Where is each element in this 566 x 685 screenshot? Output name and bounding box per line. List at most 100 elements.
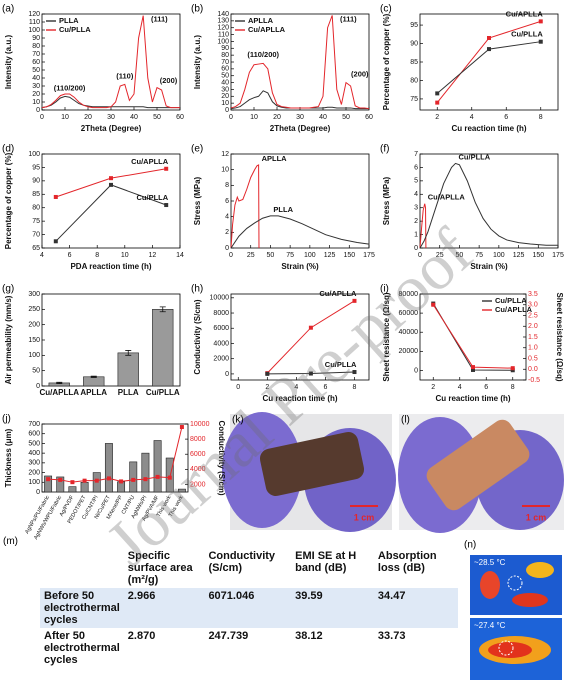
cell: 6071.046 bbox=[204, 588, 292, 628]
x-tick-label: 175 bbox=[363, 252, 375, 259]
data-point bbox=[265, 371, 270, 376]
series-line bbox=[432, 304, 513, 369]
results-table: Specific surface area (m²/g) Conductivit… bbox=[40, 548, 458, 668]
x-tick-label: 30 bbox=[296, 114, 304, 121]
x-tick-label: 0 bbox=[229, 252, 233, 259]
y-tick-label: 10 bbox=[221, 167, 229, 174]
chart-panel: (d) 65 70 75 80 85 90 95 100 4 6 8 10 12 14 PDA reactio… bbox=[2, 144, 184, 271]
data-point bbox=[164, 166, 169, 171]
x-tick-label: 6 bbox=[484, 384, 488, 391]
header-cell: EMI SE at H band (dB) bbox=[295, 550, 357, 574]
x-tick-label: 50 bbox=[342, 114, 350, 121]
y-tick-label: 8 bbox=[225, 182, 229, 189]
x-tick-label: 4 bbox=[470, 114, 474, 121]
data-point bbox=[471, 365, 475, 370]
peak-annotation: (110) bbox=[116, 71, 134, 80]
temperature: ~27.4 °C bbox=[474, 621, 506, 630]
legend-label: PLLA bbox=[59, 16, 79, 25]
y-tick-label: 10000 bbox=[210, 295, 230, 302]
y-tick-label: 10 bbox=[221, 100, 229, 107]
y-tick-label: 0 bbox=[225, 371, 229, 378]
x-tick-label: 4 bbox=[40, 252, 44, 259]
bar bbox=[141, 452, 150, 493]
series-line bbox=[230, 90, 369, 110]
data-point bbox=[58, 477, 63, 482]
y-tick-label: 60 bbox=[32, 59, 40, 66]
data-point bbox=[106, 476, 111, 481]
x-axis-label: 2Theta (Degree) bbox=[270, 124, 331, 133]
data-point bbox=[510, 368, 515, 373]
y-tick-label: 8000 bbox=[213, 310, 229, 317]
y-axis-label: Conductivity (S/cm) bbox=[193, 299, 202, 374]
data-point bbox=[352, 370, 357, 375]
y-tick-label: 75 bbox=[32, 218, 40, 225]
x-tick-label: 75 bbox=[475, 252, 483, 259]
data-point bbox=[431, 302, 436, 307]
y-tick-label: 100 bbox=[28, 151, 40, 158]
y-tick-label: 4 bbox=[225, 214, 229, 221]
y-axis-label: Intensity (a.u.) bbox=[4, 35, 13, 90]
x-tick-label: APLLA bbox=[80, 388, 107, 397]
hot-spot bbox=[512, 593, 548, 607]
panel-label: (f) bbox=[380, 144, 389, 155]
hot-spot bbox=[488, 642, 532, 658]
bar bbox=[129, 461, 138, 493]
data-point bbox=[109, 176, 113, 181]
y-tick-label: 130 bbox=[217, 18, 229, 25]
x-tick-label: 25 bbox=[436, 252, 444, 259]
y-tick-label: 4 bbox=[414, 191, 418, 198]
y-tick-label: 90 bbox=[221, 45, 229, 52]
bar bbox=[44, 475, 53, 493]
y-axis-label: Stress (MPa) bbox=[193, 176, 202, 225]
y-tick-label: 40 bbox=[32, 75, 40, 82]
x-tick-label: 50 bbox=[456, 252, 464, 259]
x-axis-label: Strain (%) bbox=[470, 262, 508, 271]
x-tick-label: 60 bbox=[176, 114, 184, 121]
x-tick-label: 40 bbox=[319, 114, 327, 121]
error-bar bbox=[125, 350, 132, 356]
legend-label: Cu/APLLA bbox=[248, 25, 286, 34]
y-tick-label: 80 bbox=[221, 52, 229, 59]
header-cell: Absorption loss (dB) bbox=[377, 550, 437, 574]
x-axis-label: Cu reaction time (h) bbox=[435, 394, 510, 403]
panel-label: (k) bbox=[232, 415, 244, 426]
series-line bbox=[230, 215, 370, 249]
peak-annotation: (200) bbox=[160, 76, 178, 85]
y-tick-label: 40 bbox=[221, 79, 229, 86]
x-tick-label: 0 bbox=[229, 114, 233, 121]
x-axis-label: Cu reaction time (h) bbox=[262, 394, 337, 403]
data-point bbox=[131, 477, 136, 482]
hot-spot bbox=[526, 562, 554, 578]
chart-panel: (i) 0 20000 40000 60000 80000 -0.5 0.0 0.5 1.0 1.5… bbox=[380, 284, 564, 403]
y-tick-label: 70 bbox=[32, 51, 40, 58]
y-axis-label: Air permeability (mm/s) bbox=[4, 295, 13, 384]
bar bbox=[117, 352, 139, 387]
y-tick-label: 60 bbox=[221, 66, 229, 73]
y-tick-label: 6 bbox=[225, 198, 229, 205]
x-tick-label: 150 bbox=[532, 252, 544, 259]
legend-label: Cu/PLLA bbox=[59, 25, 91, 34]
chart-panel: (c) 75 80 85 90 95 2 4 6 8 Cu reaction time (h) Per… bbox=[380, 4, 559, 133]
y-axis-label: Thickness (μm) bbox=[4, 428, 13, 487]
header-cell bbox=[40, 548, 124, 588]
x-tick-label: 40 bbox=[130, 114, 138, 121]
header-cell: Conductivity (S/cm) bbox=[208, 550, 276, 574]
y-tick-label: 2 bbox=[414, 218, 418, 225]
panel-label: (l) bbox=[401, 415, 410, 426]
y2-tick-label: 10000 bbox=[190, 421, 210, 428]
series-label: Cu/APLLA bbox=[319, 289, 357, 298]
series-label: Cu/PLLA bbox=[458, 152, 490, 161]
plot-frame bbox=[419, 153, 559, 249]
x-tick-label: 8 bbox=[353, 384, 357, 391]
y-tick-label: 90 bbox=[32, 178, 40, 185]
data-point bbox=[109, 182, 113, 187]
series-label: Cu/PLLA bbox=[325, 360, 357, 369]
scale-label: 1 cm bbox=[526, 512, 547, 522]
y-tick-label: 100 bbox=[28, 27, 40, 34]
data-point bbox=[510, 366, 515, 371]
x-tick-label: 8 bbox=[539, 114, 543, 121]
x-tick-label: 125 bbox=[324, 252, 336, 259]
x-tick-label: 12 bbox=[149, 252, 157, 259]
y-tick-label: 500 bbox=[28, 440, 40, 447]
